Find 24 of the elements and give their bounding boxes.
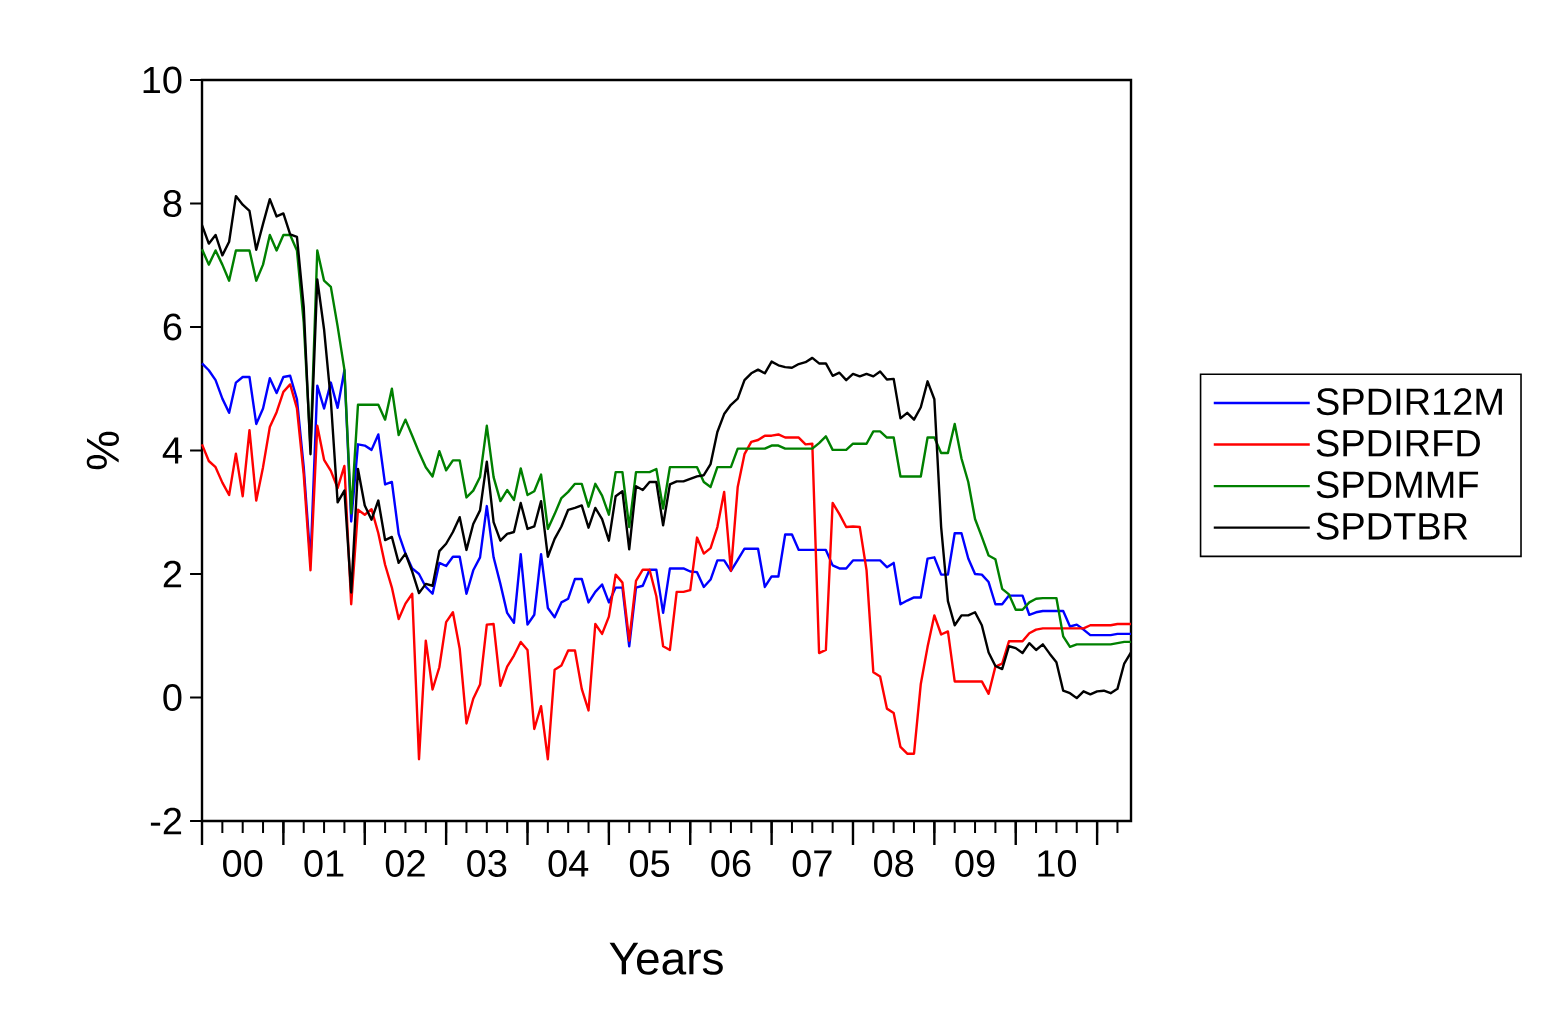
y-axis-title: % [86,431,119,470]
legend-label: SPDIRFD [1316,429,1480,457]
legend-label: SPDMMF [1316,471,1479,499]
y-tick-label: 6 [163,313,182,341]
x-tick-label: 01 [304,850,344,877]
y-tick-label: 8 [163,190,182,217]
x-tick-label: 05 [629,850,670,877]
y-tick-label: 4 [162,437,182,464]
x-axis-title: Years [609,942,723,975]
legend-label: SPDIR12M [1316,388,1502,416]
x-tick-label: 02 [385,850,425,877]
y-tick-label: 10 [143,66,182,94]
y-tick-label: 0 [163,684,182,711]
x-tick-label: 03 [467,850,507,877]
x-tick-label: 08 [874,850,914,877]
x-tick-label: 09 [955,850,995,877]
y-tick-label: 2 [163,560,182,588]
x-tick-label: 07 [792,850,832,877]
x-tick-label: 00 [223,850,263,877]
x-tick-label: 10 [1038,850,1077,877]
x-tick-label: 04 [548,850,589,877]
y-tick-label: -2 [150,807,182,835]
x-tick-label: 06 [711,850,751,877]
legend-label: SPDTBR [1316,512,1468,540]
